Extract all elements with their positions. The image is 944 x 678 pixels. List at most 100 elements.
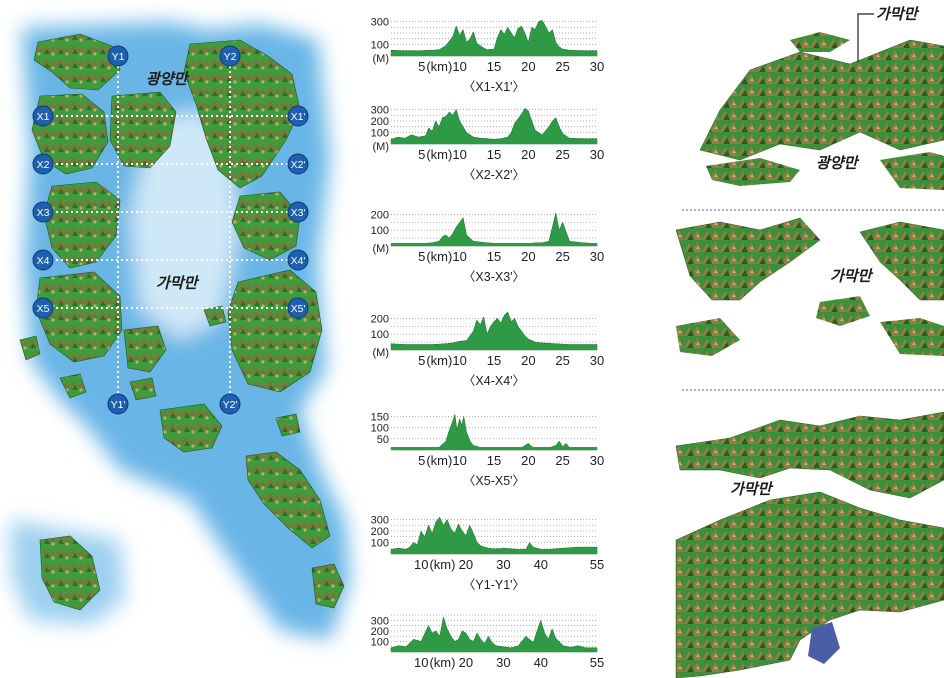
y-tick-label: 300 — [371, 16, 389, 28]
x-tick-label: 30 — [590, 147, 604, 162]
y-tick-label: 100 — [371, 39, 389, 51]
x-tick-label: 55 — [590, 655, 604, 670]
view-top-callout-label: 가막만 — [876, 5, 920, 23]
profile-area — [390, 616, 598, 653]
x-tick-label: 20 — [521, 453, 535, 468]
view-top-bay-label: 광양만 — [816, 154, 860, 172]
marker-x2p: X2' — [287, 153, 309, 175]
x-tick-label: 20 — [521, 147, 535, 162]
marker-circle — [287, 153, 309, 175]
x-tick-label: 25 — [555, 453, 569, 468]
x-tick-label: 5 — [418, 249, 425, 264]
x-unit-label: (km) — [429, 655, 455, 670]
x-tick-label: 25 — [555, 249, 569, 264]
x-tick-label: 20 — [521, 353, 535, 368]
x-tick-label: 25 — [555, 59, 569, 74]
x-tick-label: 20 — [459, 557, 473, 572]
marker-x1: X1 — [32, 105, 54, 127]
marker-circle — [107, 393, 129, 415]
x-tick-label: 30 — [590, 453, 604, 468]
marker-y1: Y1 — [107, 45, 129, 67]
marker-label: Y2 — [224, 51, 237, 63]
marker-x5: X5 — [32, 297, 54, 319]
y-tick-label: 100 — [371, 127, 389, 139]
x-tick-label: 5 — [418, 453, 425, 468]
x-tick-label: 5 — [418, 147, 425, 162]
marker-x1p: X1' — [287, 105, 309, 127]
marker-label: X3' — [291, 207, 306, 219]
marker-circle — [32, 249, 54, 271]
marker-label: X4 — [37, 255, 50, 267]
marker-label: Y1 — [112, 51, 125, 63]
x-tick-label: 30 — [496, 557, 510, 572]
x-tick-label: 30 — [590, 249, 604, 264]
perspective-views: 가막만 광양만 가막만 가막만 — [675, 5, 944, 678]
marker-circle — [287, 297, 309, 319]
x-tick-label: 10 — [452, 59, 466, 74]
x-tick-label: 25 — [555, 147, 569, 162]
x-tick-label: 20 — [459, 655, 473, 670]
marker-label: X5' — [291, 303, 306, 315]
y-tick-label: 200 — [371, 313, 389, 325]
profile-area — [390, 311, 598, 351]
marker-y2: Y2 — [219, 45, 241, 67]
profile-chart-1: 100 300 (M) 5 (km) 10 15 20 25 30 〈X1-X1'〉 — [371, 16, 605, 94]
marker-label: X2 — [37, 159, 50, 171]
marker-label: X5 — [37, 303, 50, 315]
marker-circle — [32, 297, 54, 319]
marker-label: X4' — [291, 255, 306, 267]
elevation-map: 광양만 가막만 Y1 Y2 Y1' Y2' X1 X2 X3 X4 X5 X1' X2' X3' X4'… — [10, 22, 350, 640]
x-unit-label: (km) — [426, 353, 452, 368]
y-tick-label: 100 — [371, 225, 389, 237]
y-unit-label: (M) — [373, 53, 390, 65]
profile-area — [390, 414, 598, 451]
marker-label: X1 — [37, 111, 50, 123]
x-tick-label: 15 — [487, 453, 501, 468]
x-tick-label: 5 — [418, 59, 425, 74]
y-tick-label: 100 — [371, 636, 389, 648]
profile-caption: 〈X2-X2'〉 — [463, 168, 525, 182]
profile-caption: 〈X3-X3'〉 — [463, 270, 525, 284]
profile-area — [390, 107, 598, 145]
view-top: 가막만 광양만 — [699, 5, 944, 190]
x-tick-label: 10 — [452, 453, 466, 468]
x-tick-label: 10 — [414, 655, 428, 670]
x-unit-label: (km) — [426, 453, 452, 468]
profile-area — [390, 19, 598, 57]
marker-circle — [287, 201, 309, 223]
marker-circle — [32, 201, 54, 223]
marker-circle — [32, 105, 54, 127]
marker-x5p: X5' — [287, 297, 309, 319]
marker-circle — [287, 249, 309, 271]
profile-chart-4: 100 200 (M) 5 (km) 10 15 20 25 30 〈X4-X4'〉 — [371, 311, 604, 388]
marker-x2: X2 — [32, 153, 54, 175]
x-tick-label: 15 — [487, 249, 501, 264]
marker-circle — [107, 45, 129, 67]
x-tick-label: 30 — [496, 655, 510, 670]
marker-circle — [219, 393, 241, 415]
marker-x3p: X3' — [287, 201, 309, 223]
profile-baseline — [391, 243, 597, 246]
marker-label: X2' — [291, 159, 306, 171]
y-tick-label: 200 — [371, 526, 389, 538]
profile-markers: Y1 Y2 Y1' Y2' X1 X2 X3 X4 X5 X1' X2' X3' X4' X5' — [32, 45, 309, 415]
y-tick-label: 100 — [371, 329, 389, 341]
map-bay-label-north: 광양만 — [146, 70, 190, 88]
x-unit-label: (km) — [426, 147, 452, 162]
y-tick-label: 300 — [371, 615, 389, 627]
y-tick-label: 100 — [371, 423, 389, 435]
profile-caption: 〈Y1-Y1'〉 — [463, 578, 525, 592]
y-unit-label: (M) — [373, 243, 390, 255]
y-tick-label: 150 — [371, 411, 389, 423]
profile-area — [390, 212, 598, 247]
marker-x3: X3 — [32, 201, 54, 223]
y-tick-label: 100 — [371, 537, 389, 549]
y-tick-label: 50 — [377, 434, 389, 446]
view-middle: 가막만 — [675, 217, 944, 356]
profile-grid — [46, 56, 292, 402]
profile-caption: 〈X1-X1'〉 — [463, 80, 525, 94]
